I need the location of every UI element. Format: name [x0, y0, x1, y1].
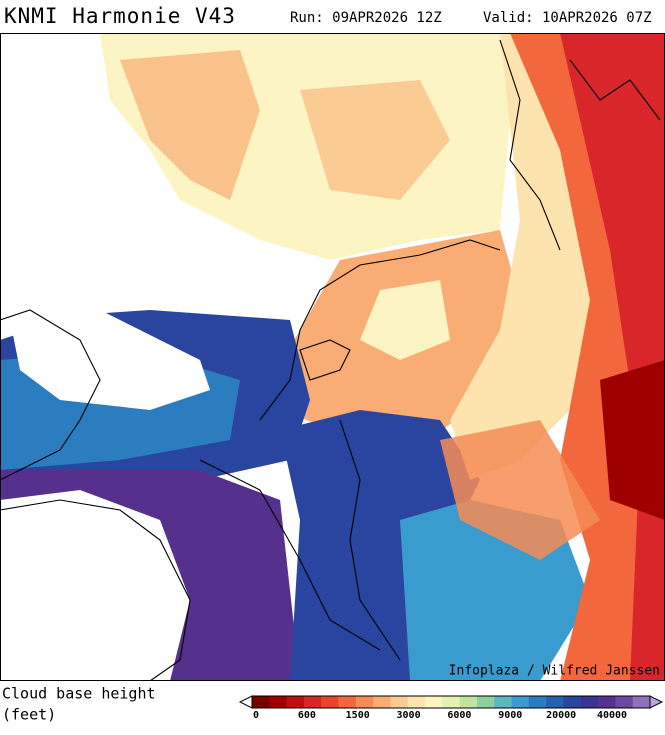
credit: Infoplaza / Wilfred Janssen — [449, 664, 660, 679]
colorbar-segment — [563, 696, 582, 708]
colorbar-tick-label: 20000 — [546, 710, 576, 721]
colorbar-segment — [528, 696, 547, 708]
colorbar-segment — [321, 696, 339, 708]
colorbar-segment — [303, 696, 322, 708]
colorbar-segment — [252, 696, 270, 708]
legend-unit: (feet) — [2, 706, 56, 724]
legend-label: Cloud base height — [2, 685, 156, 703]
colorbar-segment — [425, 696, 443, 708]
colorbar-segment — [459, 696, 478, 708]
colorbar-frame — [251, 695, 651, 709]
colorbar-segment — [338, 696, 357, 708]
colorbar-segment — [269, 696, 287, 708]
title: KNMI Harmonie V43 — [4, 4, 236, 28]
colorbar-tick-label: 6000 — [447, 710, 471, 721]
colorbar-segment — [494, 696, 512, 708]
colorbar-segment — [286, 696, 305, 708]
colorbar-segment — [355, 696, 374, 708]
colorbar-segment — [442, 696, 460, 708]
colorbar-segment — [546, 696, 564, 708]
colorbar-segment — [580, 696, 599, 708]
colorbar-segment — [511, 696, 530, 708]
colorbar-under — [238, 695, 253, 709]
colorbar-tick-label: 9000 — [498, 710, 522, 721]
colorbar-segment — [598, 696, 616, 708]
colorbar-segment — [615, 696, 633, 708]
colorbar-segment — [407, 696, 426, 708]
run-time: Run: 09APR2026 12Z — [290, 10, 442, 26]
colorbar-tick-label: 1500 — [346, 710, 370, 721]
colorbar-segment — [632, 696, 651, 708]
colorbar: 0 600 1500 3000 6000 9000 20000 40000 — [238, 695, 664, 721]
colorbar-tick-label: 600 — [298, 710, 316, 721]
colorbar-tick-label: 0 — [253, 710, 259, 721]
colorbar-tick-label: 3000 — [397, 710, 421, 721]
colorbar-segment — [476, 696, 495, 708]
colorbar-over — [649, 695, 664, 709]
colorbar-segment — [390, 696, 409, 708]
map-field: Infoplaza / Wilfred Janssen — [0, 33, 665, 681]
colorbar-segment — [373, 696, 391, 708]
colorbar-tick-label: 40000 — [597, 710, 627, 721]
valid-time: Valid: 10APR2026 07Z — [483, 10, 652, 26]
